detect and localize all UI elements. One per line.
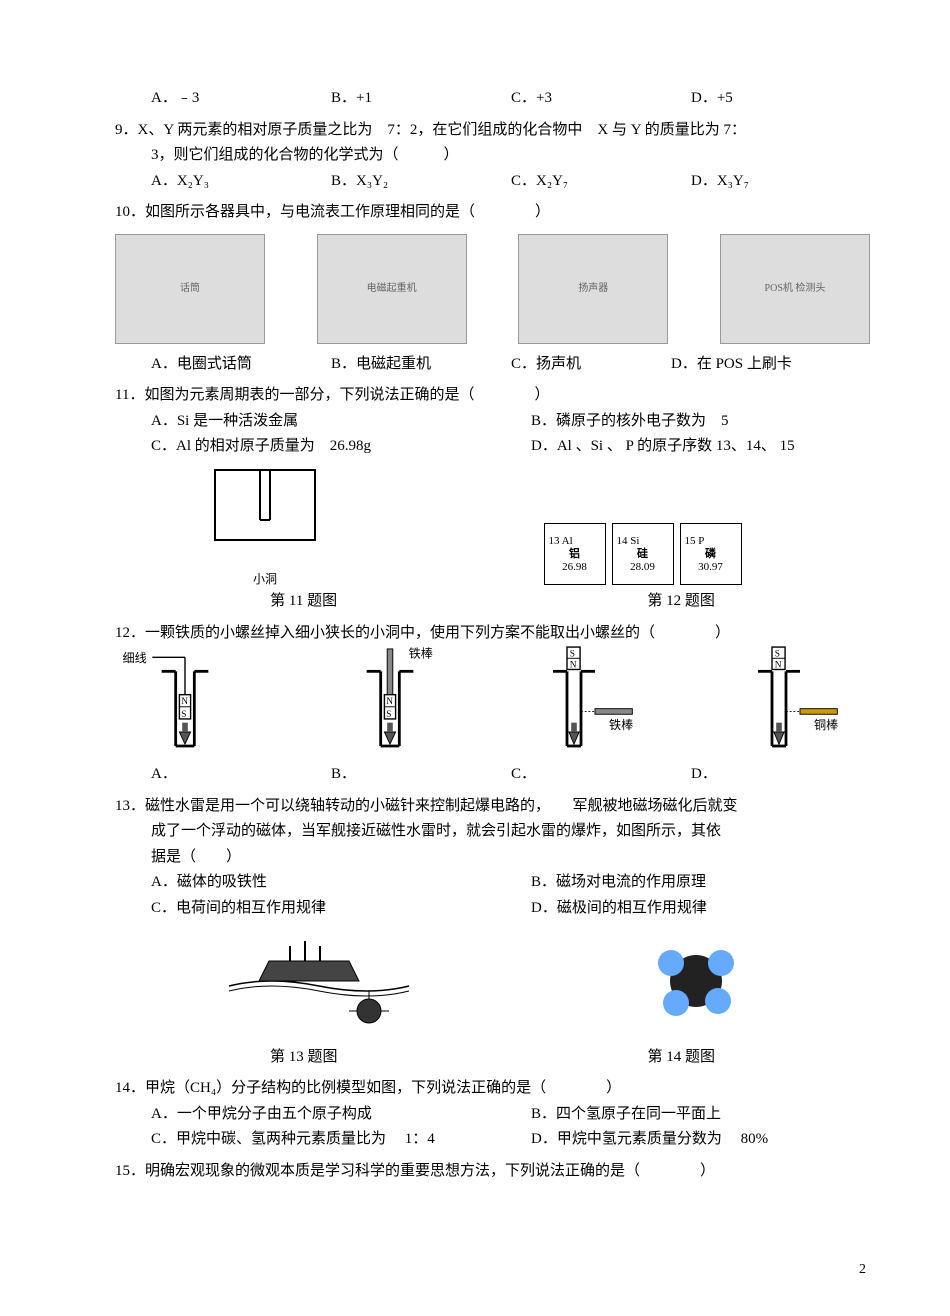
q12-opt-b: B． (331, 762, 511, 788)
q11-opt-a: A．Si 是一种活泼金属 (151, 409, 531, 435)
svg-text:N: N (570, 661, 577, 671)
q8-opt-c: C．+3 (511, 86, 691, 112)
q13-opt-d: D．磁极间的相互作用规律 (531, 896, 911, 922)
q10-opt-d: D．在 POS 上刷卡 (671, 352, 870, 378)
q9-opt-b: B．X₃Y₂ (331, 169, 511, 195)
svg-text:N: N (181, 697, 188, 707)
q11-opt-c: C．Al 的相对原子质量为 26.98g (151, 434, 531, 460)
q13-opt-b: B．磁场对电流的作用原理 (531, 870, 911, 896)
q11-stem: 11．如图为元素周期表的一部分，下列说法正确的是（ ） (115, 383, 870, 409)
svg-text:铁棒: 铁棒 (409, 647, 433, 661)
svg-text:N: N (775, 661, 782, 671)
hole-label: 小洞 (115, 569, 415, 589)
q12-figure: 13 Al 铝 26.98 14 Si 硅 28.09 15 P 磷 30.97 (415, 513, 870, 589)
q10-img-a: 话筒 (115, 234, 265, 344)
q8-opt-b: B．+1 (331, 86, 511, 112)
svg-text:细线: 细线 (122, 651, 146, 665)
q9-opt-d: D．X₃Y₇ (691, 169, 871, 195)
q12-opt-c: C． (511, 762, 691, 788)
svg-text:S: S (386, 710, 391, 720)
q10-images: 话筒 电磁起重机 扬声器 POS机 检测头 (115, 234, 870, 344)
elem-al: 13 Al 铝 26.98 (544, 523, 606, 585)
q10-stem: 10．如图所示各器具中，与电流表工作原理相同的是（ ） (115, 200, 870, 226)
q10-opt-c: C．扬声机 (511, 352, 671, 378)
q13-stem-2: 成了一个浮动的磁体，当军舰接近磁性水雷时，就会引起水雷的爆炸，如图所示，其依 (115, 819, 870, 845)
q15: 15．明确宏观现象的微观本质是学习科学的重要思想方法，下列说法正确的是（ ） (115, 1159, 870, 1185)
q12-opt-a: A． (151, 762, 331, 788)
q14-stem: 14．甲烷（CH₄）分子结构的比例模型如图，下列说法正确的是（ ） (115, 1076, 870, 1102)
q10-img-d: POS机 检测头 (720, 234, 870, 344)
q14-figure (626, 931, 766, 1041)
q9-stem-2: 3，则它们组成的化合物的化学式为（ ） (115, 143, 870, 169)
svg-text:S: S (181, 710, 186, 720)
q14-caption: 第 14 题图 (647, 1045, 715, 1071)
q12-diagrams: 细线 N S 铁棒 (115, 654, 870, 754)
q13-figure (219, 931, 419, 1041)
hole-diagram-icon (205, 460, 325, 560)
q12: 12．一颗铁质的小螺丝掉入细小狭长的小洞中，使用下列方案不能取出小螺丝的（ ） … (115, 621, 870, 788)
q10-opt-a: A．电圈式话筒 (151, 352, 331, 378)
q14-opt-c: C．甲烷中碳、氢两种元素质量比为 1：4 (151, 1127, 531, 1153)
q15-stem: 15．明确宏观现象的微观本质是学习科学的重要思想方法，下列说法正确的是（ ） (115, 1159, 870, 1185)
q12-opt-d: D． (691, 762, 871, 788)
q10-img-b: 电磁起重机 (317, 234, 467, 344)
q13-opt-c: C．电荷间的相互作用规律 (151, 896, 531, 922)
q12-diag-a: 细线 N S (115, 654, 255, 754)
q14-opt-a: A．一个甲烷分子由五个原子构成 (151, 1102, 531, 1128)
svg-text:S: S (570, 650, 575, 660)
q13-stem-3: 据是（ ） (115, 845, 870, 871)
svg-text:铁棒: 铁棒 (609, 719, 633, 733)
q11: 11．如图为元素周期表的一部分，下列说法正确的是（ ） A．Si 是一种活泼金属… (115, 383, 870, 615)
q13: 13．磁性水雷是用一个可以绕轴转动的小磁针来控制起爆电路的， 军舰被地磁场磁化后… (115, 794, 870, 1071)
q11-opt-d: D．Al 、Si 、 P 的原子序数 13、14、 15 (531, 434, 911, 460)
q8-opt-a: A．﹣3 (151, 86, 331, 112)
elem-p: 15 P 磷 30.97 (680, 523, 742, 585)
q9-opt-a: A．X₂Y₃ (151, 169, 331, 195)
q11-opt-b: B．磷原子的核外电子数为 5 (531, 409, 911, 435)
page-number: 2 (859, 1258, 866, 1282)
svg-text:N: N (386, 697, 393, 707)
q13-stem-1: 13．磁性水雷是用一个可以绕轴转动的小磁针来控制起爆电路的， 军舰被地磁场磁化后… (115, 794, 870, 820)
svg-text:铜棒: 铜棒 (814, 718, 838, 733)
q12-options: A． B． C． D． (115, 762, 870, 788)
q10-opt-b: B．电磁起重机 (331, 352, 511, 378)
q12-caption: 第 12 题图 (647, 589, 715, 615)
q12-diag-b: 铁棒 N S (320, 654, 460, 754)
q8-options: A．﹣3 B．+1 C．+3 D．+5 (115, 86, 870, 112)
q8-opt-d: D．+5 (691, 86, 871, 112)
q9: 9．X、Y 两元素的相对原子质量之比为 7：2，在它们组成的化合物中 X 与 Y… (115, 118, 870, 195)
q12-diag-d: S N 铜棒 (730, 654, 870, 754)
q9-options: A．X₂Y₃ B．X₃Y₂ C．X₂Y₇ D．X₃Y₇ (115, 169, 870, 195)
q14: 14．甲烷（CH₄）分子结构的比例模型如图，下列说法正确的是（ ） A．一个甲烷… (115, 1076, 870, 1153)
svg-text:S: S (775, 650, 780, 660)
q11-caption: 第 11 题图 (270, 589, 337, 615)
q9-opt-c: C．X₂Y₇ (511, 169, 691, 195)
methane-model-icon (626, 931, 766, 1031)
q14-opt-b: B．四个氢原子在同一平面上 (531, 1102, 911, 1128)
q9-stem-1: 9．X、Y 两元素的相对原子质量之比为 7：2，在它们组成的化合物中 X 与 Y… (115, 118, 870, 144)
elem-si: 14 Si 硅 28.09 (612, 523, 674, 585)
ship-mine-icon (219, 931, 419, 1031)
q13-caption: 第 13 题图 (270, 1045, 338, 1071)
q10: 10．如图所示各器具中，与电流表工作原理相同的是（ ） 话筒 电磁起重机 扬声器… (115, 200, 870, 377)
q14-opt-d: D．甲烷中氢元素质量分数为 80% (531, 1127, 911, 1153)
q10-options: A．电圈式话筒 B．电磁起重机 C．扬声机 D．在 POS 上刷卡 (115, 352, 870, 378)
q12-diag-c: S N 铁棒 (525, 654, 665, 754)
q13-opt-a: A．磁体的吸铁性 (151, 870, 531, 896)
q10-img-c: 扬声器 (518, 234, 668, 344)
q11-figure: 小洞 (115, 460, 415, 590)
